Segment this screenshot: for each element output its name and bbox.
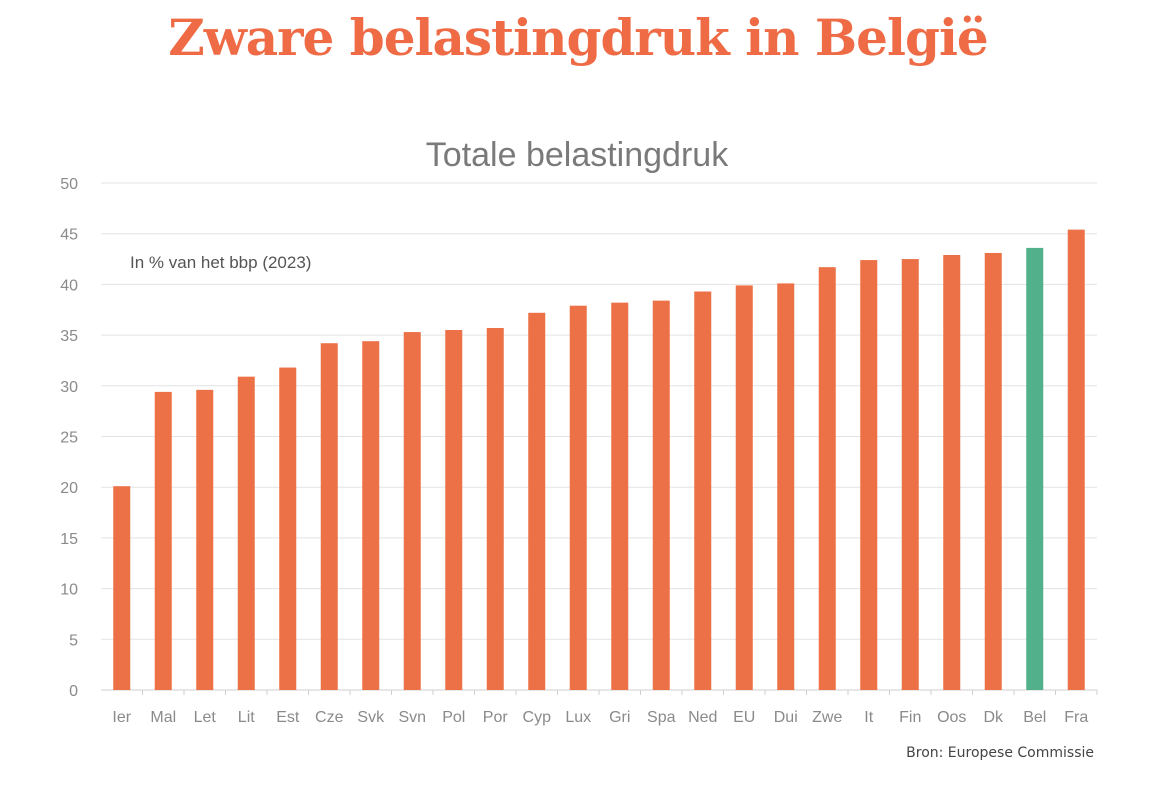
bar-Bel xyxy=(1026,247,1044,690)
x-tick-label-EU: EU xyxy=(733,709,755,726)
x-tick-label-Ier: Ier xyxy=(112,709,131,726)
bar-Zwe xyxy=(818,267,836,690)
y-tick-label: 0 xyxy=(69,683,78,700)
x-tick-label-Pol: Pol xyxy=(442,709,465,726)
source-note: Bron: Europese Commissie xyxy=(906,745,1094,761)
bar-Cyp xyxy=(528,312,546,690)
x-tick-label-Svk: Svk xyxy=(357,709,385,726)
x-tick-label-Oos: Oos xyxy=(937,709,966,726)
bar-Dk xyxy=(984,252,1002,690)
y-tick-label: 15 xyxy=(60,531,78,548)
bar-Est xyxy=(279,367,297,690)
bar-Pol xyxy=(445,330,463,690)
gridlines xyxy=(101,182,1097,691)
bar-Mal xyxy=(154,391,172,690)
x-tick-label-Bel: Bel xyxy=(1023,709,1046,726)
y-tick-label: 25 xyxy=(60,430,78,447)
bar-Por xyxy=(486,328,504,690)
y-tick-label: 50 xyxy=(60,176,78,193)
x-tick-label-Dui: Dui xyxy=(774,709,798,726)
y-axis: 0 5 10 15 20 25 30 35 40 45 50 xyxy=(60,176,78,700)
bar-It xyxy=(860,260,878,690)
x-tick-label-Svn: Svn xyxy=(398,709,426,726)
bar-Dui xyxy=(777,283,795,690)
y-tick-label: 35 xyxy=(60,328,78,345)
bar-EU xyxy=(735,285,753,690)
x-tick-label-Fin: Fin xyxy=(899,709,921,726)
bar-Gri xyxy=(611,302,629,690)
y-tick-label: 5 xyxy=(69,632,78,649)
x-tick-label-Zwe: Zwe xyxy=(812,709,842,726)
x-tick-label-Cyp: Cyp xyxy=(523,709,552,726)
chart-title: Totale belastingdruk xyxy=(426,136,729,174)
y-tick-label: 40 xyxy=(60,277,78,294)
x-tick-label-Mal: Mal xyxy=(150,709,176,726)
x-tick-label-Ned: Ned xyxy=(688,709,717,726)
x-tick-label-Spa: Spa xyxy=(647,709,676,726)
bar-Let xyxy=(196,389,214,690)
bar-Fin xyxy=(901,259,919,690)
x-tick-label-It: It xyxy=(864,709,873,726)
x-tick-label-Cze: Cze xyxy=(315,709,344,726)
y-tick-label: 10 xyxy=(60,582,78,599)
bars xyxy=(113,229,1085,691)
bar-Lit xyxy=(237,376,255,690)
bar-Lux xyxy=(569,305,587,690)
headline: Zware belastingdruk in België xyxy=(168,8,989,67)
x-tick-label-Lit: Lit xyxy=(238,709,255,726)
x-tick-label-Gri: Gri xyxy=(609,709,630,726)
x-axis: Ier Mal Let Lit Est Cze Svk Svn Pol Por Cyp Lux Gri S… xyxy=(112,690,1098,726)
bar-Spa xyxy=(652,300,670,690)
bar-Cze xyxy=(320,343,338,690)
chart-subtitle: In % van het bbp (2023) xyxy=(130,253,311,272)
x-tick-label-Dk: Dk xyxy=(983,709,1004,726)
x-tick-label-Por: Por xyxy=(483,709,509,726)
bar-Ier xyxy=(113,486,131,690)
bar-Svk xyxy=(362,341,380,690)
bar-Oos xyxy=(943,254,961,690)
bar-Fra xyxy=(1067,229,1085,691)
bar-Ned xyxy=(694,291,712,690)
bar-Svn xyxy=(403,332,421,690)
x-tick-label-Fra: Fra xyxy=(1064,709,1088,726)
y-tick-label: 30 xyxy=(60,379,78,396)
x-tick-label-Lux: Lux xyxy=(565,709,591,726)
y-tick-label: 45 xyxy=(60,227,78,244)
y-tick-label: 20 xyxy=(60,480,78,497)
x-tick-label-Let: Let xyxy=(194,709,217,726)
x-tick-label-Est: Est xyxy=(276,709,300,726)
